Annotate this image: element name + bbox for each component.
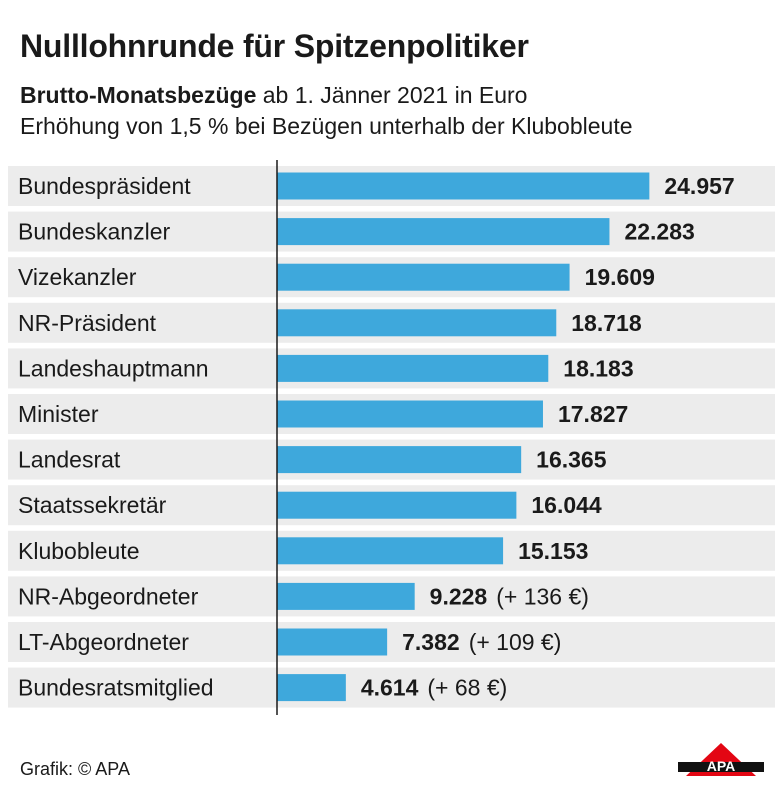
value-label: 16.365: [536, 447, 607, 473]
apa-logo: APA: [678, 743, 764, 776]
bar: [277, 628, 388, 656]
value-label: 18.718: [571, 310, 642, 336]
change-annotation: (+ 136 €): [496, 583, 589, 609]
logo-text: APA: [707, 758, 736, 774]
bar: [277, 309, 557, 337]
bar: [277, 400, 543, 428]
value-label: 16.044: [531, 492, 602, 518]
value-label: 9.228: [430, 583, 488, 609]
category-label: Staatssekretär: [18, 492, 167, 518]
category-label: Minister: [18, 401, 99, 427]
bar: [277, 218, 610, 246]
subtitle-line-2: Erhöhung von 1,5 % bei Bezügen unterhalb…: [20, 113, 633, 139]
bar: [277, 263, 570, 291]
value-label: 18.183: [563, 355, 633, 381]
change-annotation: (+ 109 €): [469, 629, 562, 655]
bar-chart: Bundespräsident 24.957 Bundeskanzler 22.283…: [8, 160, 775, 715]
row-background: [8, 622, 775, 662]
value-label: 19.609: [585, 264, 655, 290]
chart-title: Nulllohnrunde für Spitzenpolitiker: [20, 28, 529, 64]
chart-subtitle: Brutto-Monatsbezüge ab 1. Jänner 2021 in…: [20, 80, 633, 142]
row-background: [8, 667, 775, 708]
category-label: LT-Abgeordneter: [18, 629, 189, 655]
bar: [277, 537, 504, 565]
bar: [277, 674, 346, 702]
category-label: Klubobleute: [18, 538, 140, 564]
category-label: Landeshauptmann: [18, 355, 209, 381]
category-label: Bundeskanzler: [18, 219, 170, 245]
bar: [277, 582, 415, 610]
value-label: 7.382: [402, 629, 460, 655]
category-label: Landesrat: [18, 447, 121, 473]
subtitle-rest: ab 1. Jänner 2021 in Euro: [256, 82, 528, 108]
change-annotation: (+ 68 €): [427, 675, 507, 701]
bar: [277, 491, 517, 519]
subtitle-line-1: Brutto-Monatsbezüge ab 1. Jänner 2021 in…: [20, 80, 633, 111]
value-label: 17.827: [558, 401, 628, 427]
bar: [277, 354, 549, 382]
bar: [277, 446, 522, 474]
logo-black-band: [678, 762, 764, 772]
bar: [277, 172, 650, 200]
value-label: 15.153: [518, 538, 588, 564]
category-label: NR-Abgeordneter: [18, 583, 199, 609]
footer-credit: Grafik: © APA: [20, 759, 130, 779]
value-label: 22.283: [624, 219, 694, 245]
category-label: Vizekanzler: [18, 264, 137, 290]
category-label: Bundespräsident: [18, 173, 191, 199]
value-label: 24.957: [664, 173, 734, 199]
value-label: 4.614: [361, 675, 419, 701]
subtitle-bold: Brutto-Monatsbezüge: [20, 82, 257, 108]
category-label: Bundesratsmitglied: [18, 675, 214, 701]
category-label: NR-Präsident: [18, 310, 157, 336]
